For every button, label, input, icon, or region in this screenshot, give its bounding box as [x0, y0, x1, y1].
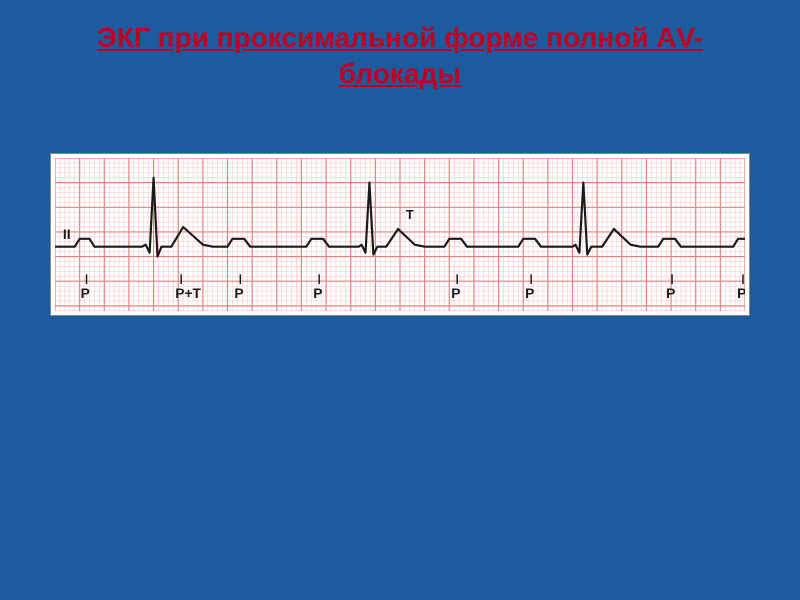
p-wave-label: Р	[737, 286, 745, 301]
slide: ЭКГ при проксимальной форме полной АV-бл…	[0, 0, 800, 600]
p-wave-label: Р+Т	[175, 286, 201, 301]
ecg-chart: II Т Р Р+Т Р Р Р Р Р Р	[55, 158, 745, 311]
p-wave-label: Р	[234, 286, 243, 301]
p-wave-label: Р	[313, 286, 322, 301]
p-wave-label: Р	[81, 286, 90, 301]
lead-label: II	[63, 227, 71, 242]
p-wave-label: Р	[525, 286, 534, 301]
p-wave-label: Р	[451, 286, 460, 301]
ecg-container: II Т Р Р+Т Р Р Р Р Р Р	[50, 153, 750, 316]
slide-title: ЭКГ при проксимальной форме полной АV-бл…	[40, 20, 760, 93]
t-wave-label: Т	[406, 207, 414, 222]
p-wave-label: Р	[666, 286, 675, 301]
